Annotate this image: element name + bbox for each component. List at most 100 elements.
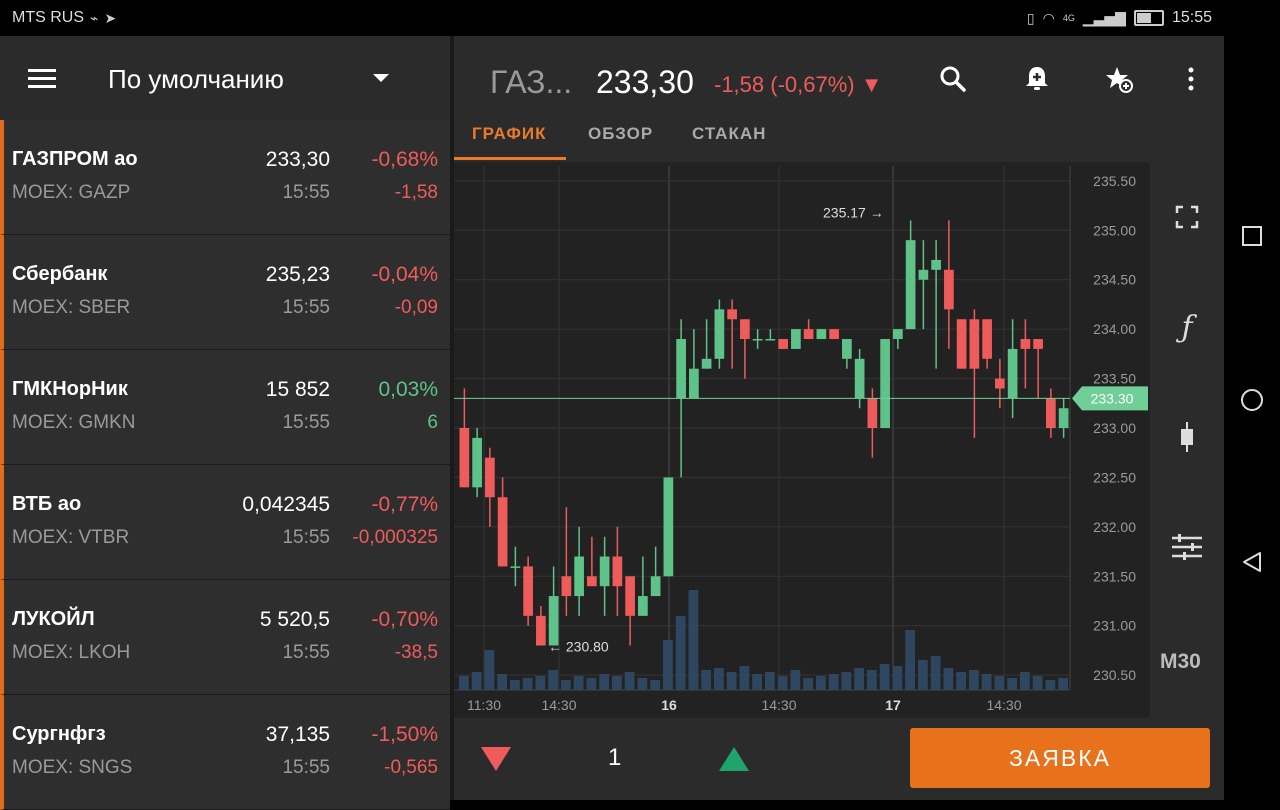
volume-bar (905, 630, 915, 690)
candle-body (676, 339, 686, 399)
tab-chart[interactable]: ГРАФИК (472, 124, 547, 143)
instrument-ticker: MOEX: SNGS (12, 757, 133, 778)
add-alert-icon[interactable] (1022, 64, 1052, 94)
y-tick-label: 232.00 (1093, 519, 1136, 535)
y-tick-label: 231.00 (1093, 618, 1136, 634)
volume-bar (471, 672, 482, 690)
volume-bar (510, 680, 520, 690)
candle-body (931, 259, 941, 270)
fullscreen-icon[interactable] (1170, 200, 1204, 234)
volume-bar (522, 678, 533, 690)
volume-bar (586, 678, 597, 690)
volume-bar (612, 676, 622, 690)
volume-bar (943, 668, 954, 690)
network-type-label: 4G (1062, 13, 1075, 23)
x-tick-label: 16 (661, 697, 677, 713)
change-percent: 0,03% (378, 378, 438, 401)
y-tick-label: 230.50 (1093, 667, 1136, 683)
watchlist-row[interactable]: ГАЗПРОМ ао MOEX: GAZP 233,30 15:55 -0,68% -1,… (0, 120, 450, 235)
candlestick-chart[interactable]: 235.50 235.00 234.50 234.00 233.50 233.00 232.… (454, 162, 1150, 718)
instrument-ticker: MOEX: GMKN (12, 412, 136, 433)
y-tick-label: 231.50 (1093, 568, 1136, 584)
last-update-time: 15:55 (282, 297, 330, 318)
volume-bar (790, 670, 801, 690)
volume-bar (930, 656, 941, 690)
candle-body (689, 368, 699, 399)
last-update-time: 15:55 (282, 412, 330, 433)
increase-qty-icon[interactable] (718, 746, 750, 772)
tab-order-book[interactable]: СТАКАН (692, 124, 767, 143)
home-icon[interactable] (1240, 388, 1264, 412)
volume-bar (1007, 678, 1017, 690)
instrument-ticker: MOEX: VTBR (12, 527, 130, 548)
volume-bar (1020, 672, 1030, 690)
watchlist-row[interactable]: ВТБ ао MOEX: VTBR 0,042345 15:55 -0,77% -0,00… (0, 465, 450, 580)
chart-type-candle-icon[interactable] (1170, 420, 1204, 454)
watchlist-row[interactable]: ГМКНорНик MOEX: GMKN 15 852 15:55 0,03% 6 (0, 350, 450, 465)
recent-apps-icon[interactable] (1240, 224, 1264, 248)
watchlist-row[interactable]: ЛУКОЙЛ MOEX: LKOH 5 520,5 15:55 -0,70% -38,5 (0, 580, 450, 695)
timeframe-selector[interactable]: M30 (1160, 650, 1201, 673)
cell-signal-icon: ▁▃▅▇ (1082, 9, 1126, 26)
candle-body (982, 319, 992, 359)
order-button[interactable]: ЗАЯВКА (910, 728, 1210, 788)
candle-body (956, 319, 967, 369)
y-tick-label: 232.50 (1093, 469, 1136, 485)
volume-bar (714, 668, 724, 690)
x-tick-label: 14:30 (541, 697, 576, 713)
current-price-label: 233.30 (1091, 390, 1134, 406)
candle-body (497, 497, 508, 567)
y-tick-label: 235.50 (1093, 173, 1136, 189)
watchlist-panel: По умолчанию ГАЗПРОМ ао MOEX: GAZP 233,30 1… (0, 36, 450, 810)
price-chart[interactable]: 235.50 235.00 234.50 234.00 233.50 233.00 232.… (454, 162, 1150, 718)
volume-bar (867, 670, 877, 690)
settings-sliders-icon[interactable] (1170, 530, 1204, 564)
candle-body (854, 358, 865, 399)
watchlist-row[interactable]: Сбербанк MOEX: SBER 235,23 15:55 -0,04% -0,09 (0, 235, 450, 350)
volume-bar (956, 672, 966, 690)
status-bar: MTS RUS ⌁ ➤ ▯ ◠ 4G ▁▃▅▇ 15:55 (0, 0, 1280, 36)
volume-bar (816, 676, 826, 690)
last-price: 5 520,5 (259, 608, 330, 631)
candle-body (574, 556, 584, 597)
candle-body (1033, 339, 1043, 349)
vibrate-icon: ▯ (1026, 9, 1035, 26)
last-price: 233,30 (265, 148, 330, 171)
candle-body (944, 269, 954, 310)
back-icon[interactable] (1240, 550, 1264, 574)
volume-bar (459, 676, 469, 690)
indicators-icon[interactable]: ƒ (1181, 309, 1193, 345)
watchlist-row[interactable]: Сургнфгз MOEX: SNGS 37,135 15:55 -1,50% -0,56… (0, 695, 450, 810)
search-icon[interactable] (938, 64, 968, 94)
volume-bar (841, 672, 852, 690)
more-icon[interactable] (1176, 64, 1206, 94)
volume-bar (981, 674, 992, 690)
volume-bar (624, 672, 635, 690)
candle-body (905, 240, 916, 330)
instrument-name: ЛУКОЙЛ (12, 608, 95, 630)
tab-overview[interactable]: ОБЗОР (588, 124, 654, 143)
quantity-value[interactable]: 1 (608, 744, 622, 771)
add-favorite-icon[interactable] (1104, 64, 1134, 94)
volume-bar (879, 664, 890, 690)
instrument-header: ГАЗ... 233,30 -1,58 (-0,67%) ▼ (454, 36, 1224, 120)
volume-bar (854, 668, 864, 690)
y-tick-label: 233.50 (1093, 371, 1136, 387)
decrease-qty-icon[interactable] (480, 746, 512, 772)
volume-bar (994, 676, 1005, 690)
menu-icon[interactable] (28, 69, 56, 89)
volume-bar (535, 676, 546, 690)
change-value: -1,58 (394, 182, 438, 203)
candle-body (816, 329, 827, 340)
instrument-panel: ГАЗ... 233,30 -1,58 (-0,67%) ▼ ГРАФИК ОБ… (454, 36, 1224, 800)
candle-body (523, 566, 533, 616)
volume-bar (726, 672, 737, 690)
wifi-icon: ◠ (1042, 9, 1055, 26)
x-tick-label: 17 (885, 697, 901, 713)
candle-body (485, 457, 495, 498)
y-tick-label: 234.00 (1093, 321, 1136, 337)
last-price: 37,135 (265, 723, 330, 746)
chevron-down-icon[interactable] (373, 74, 389, 82)
candle-body (625, 576, 635, 616)
watchlist-title[interactable]: По умолчанию (108, 64, 284, 94)
